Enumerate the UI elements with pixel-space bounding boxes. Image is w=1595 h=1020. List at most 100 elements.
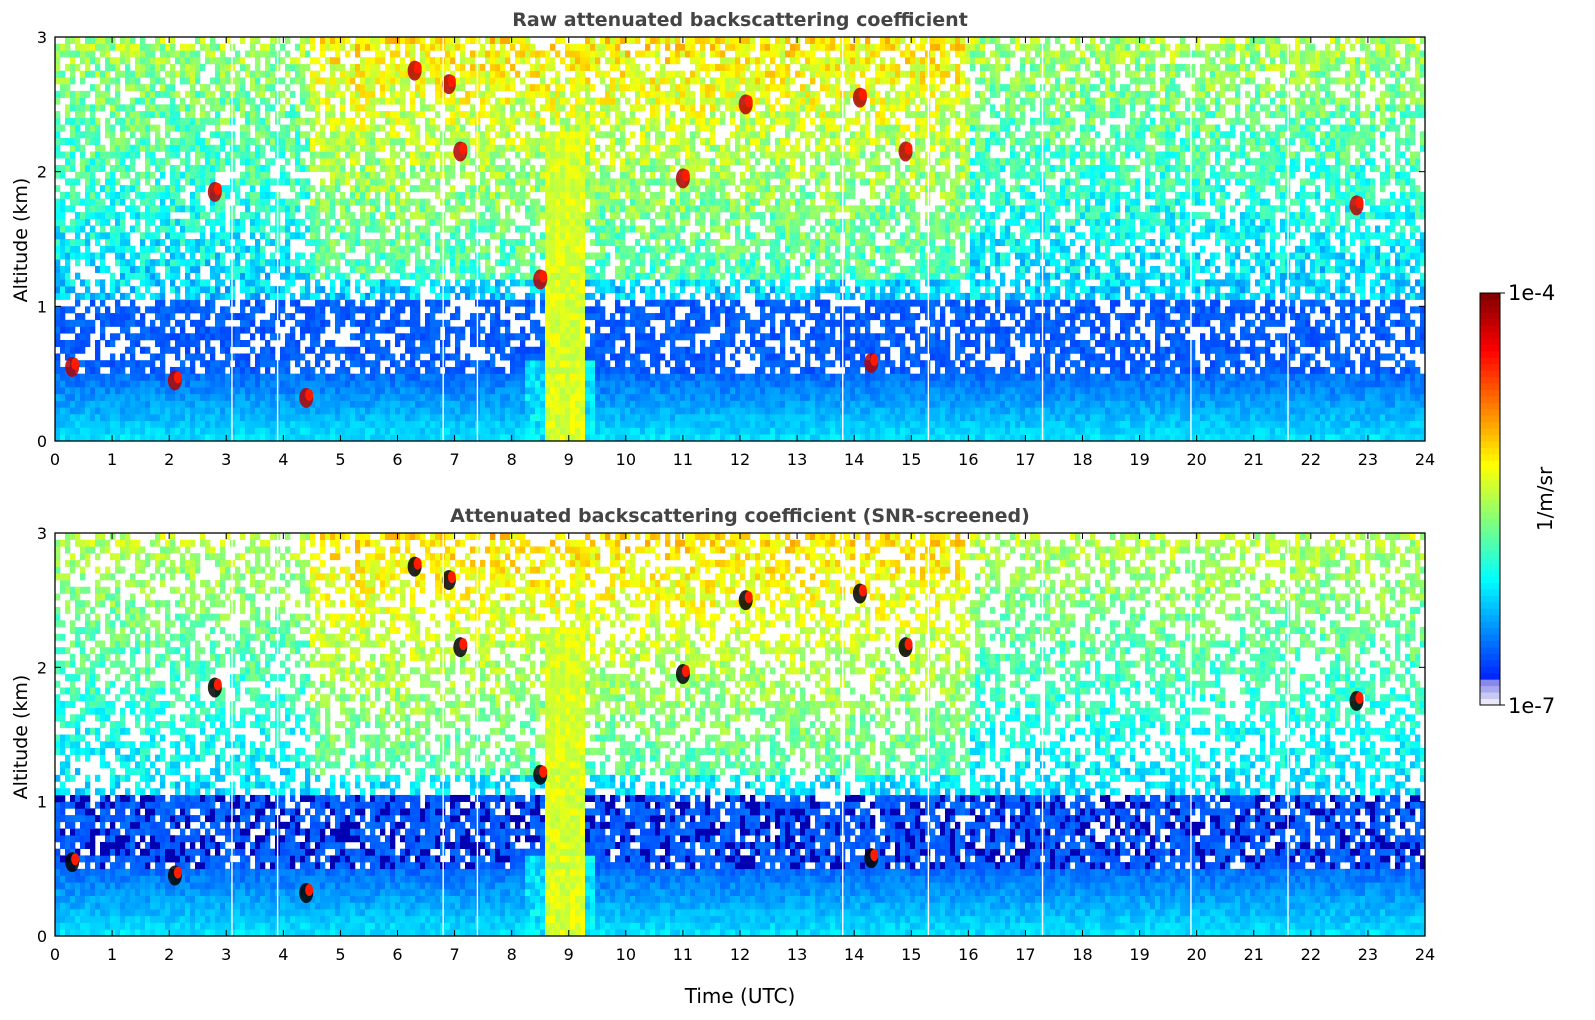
heatmap-cell [135, 407, 140, 414]
heatmap-cell [80, 131, 85, 138]
heatmap-cell [70, 327, 75, 334]
heatmap-cell [150, 387, 155, 394]
heatmap-cell [70, 118, 75, 125]
heatmap-cell [90, 37, 95, 44]
heatmap-cell [155, 91, 160, 98]
heatmap-cell [130, 421, 135, 428]
heatmap-cell [130, 252, 135, 259]
heatmap-cell [120, 428, 125, 435]
heatmap-cell [55, 374, 60, 381]
heatmap-cell [85, 219, 90, 226]
heatmap-cell [100, 387, 105, 394]
heatmap-cell [70, 151, 75, 158]
heatmap-cell [85, 172, 90, 179]
heatmap-cell [100, 434, 105, 441]
heatmap-cell [140, 98, 145, 105]
heatmap-cell [115, 374, 120, 381]
heatmap-cell [155, 125, 160, 132]
heatmap-cell [105, 172, 110, 179]
heatmap-cell [95, 407, 100, 414]
heatmap-cell [150, 185, 155, 192]
heatmap-cell [145, 192, 150, 199]
heatmap-cell [60, 286, 65, 293]
heatmap-cell [90, 111, 95, 118]
heatmap-cell [130, 407, 135, 414]
heatmap-cell [140, 387, 145, 394]
heatmap-cell [135, 145, 140, 152]
heatmap-cell [145, 199, 150, 206]
heatmap-cell [90, 131, 95, 138]
heatmap-cell [140, 414, 145, 421]
heatmap-cell [95, 380, 100, 387]
heatmap-cell [150, 414, 155, 421]
heatmap-cell [155, 327, 160, 334]
heatmap-cell [60, 273, 65, 280]
heatmap-cell [85, 125, 90, 132]
heatmap-cell [130, 374, 135, 381]
heatmap-cell [120, 353, 125, 360]
heatmap-cell [120, 185, 125, 192]
heatmap-cell [120, 37, 125, 44]
heatmap-cell [105, 91, 110, 98]
heatmap-cell [85, 259, 90, 266]
heatmap-cell [95, 91, 100, 98]
heatmap-cell [70, 219, 75, 226]
heatmap-cell [95, 37, 100, 44]
heatmap-cell [70, 205, 75, 212]
heatmap-cell [120, 421, 125, 428]
heatmap-cell [135, 387, 140, 394]
heatmap-cell [150, 205, 155, 212]
heatmap-cell [145, 178, 150, 185]
heatmap-cell [85, 387, 90, 394]
heatmap-cell [115, 401, 120, 408]
heatmap-cell [90, 172, 95, 179]
heatmap-cell [100, 165, 105, 172]
heatmap-cell [55, 286, 60, 293]
heatmap-cell [135, 340, 140, 347]
heatmap-cell [70, 158, 75, 165]
heatmap-cell [145, 226, 150, 233]
heatmap-cell [155, 394, 160, 401]
heatmap-cell [145, 327, 150, 334]
heatmap-cell [90, 401, 95, 408]
heatmap-cell [85, 380, 90, 387]
heatmap-cell [125, 239, 130, 246]
heatmap-cell [115, 77, 120, 84]
heatmap-cell [90, 199, 95, 206]
heatmap-cell [60, 50, 65, 57]
heatmap-cell [120, 118, 125, 125]
heatmap-cell [100, 98, 105, 105]
heatmap-cell [95, 118, 100, 125]
heatmap-cell [100, 414, 105, 421]
heatmap-cell [85, 434, 90, 441]
heatmap-cell [125, 77, 130, 84]
heatmap-cell [125, 246, 130, 253]
lidar-figure: Raw attenuated backscattering coefficien… [0, 0, 1595, 1020]
heatmap-cell [130, 125, 135, 132]
heatmap-cell [105, 266, 110, 273]
heatmap-cell [140, 64, 145, 71]
heatmap-cell [160, 327, 165, 334]
heatmap-cell [110, 246, 115, 253]
heatmap-cell [55, 91, 60, 98]
heatmap-cell [110, 380, 115, 387]
heatmap-cell [100, 185, 105, 192]
heatmap-cell [65, 37, 70, 44]
heatmap-cell [85, 104, 90, 111]
heatmap-cell [125, 394, 130, 401]
heatmap-cell [150, 421, 155, 428]
heatmap-cell [140, 421, 145, 428]
raw-backscatter-panel: Raw attenuated backscattering coefficien… [10, 9, 1435, 469]
heatmap-cell [135, 266, 140, 273]
heatmap-cell [70, 192, 75, 199]
heatmap-cell [95, 374, 100, 381]
heatmap-cell [100, 91, 105, 98]
heatmap-cell [75, 172, 80, 179]
heatmap-cell [65, 44, 70, 51]
heatmap-cell [155, 57, 160, 64]
heatmap-cell [140, 428, 145, 435]
heatmap-cell [155, 212, 160, 219]
heatmap-cell [55, 394, 60, 401]
heatmap-cell [115, 158, 120, 165]
heatmap-cell [65, 279, 70, 286]
